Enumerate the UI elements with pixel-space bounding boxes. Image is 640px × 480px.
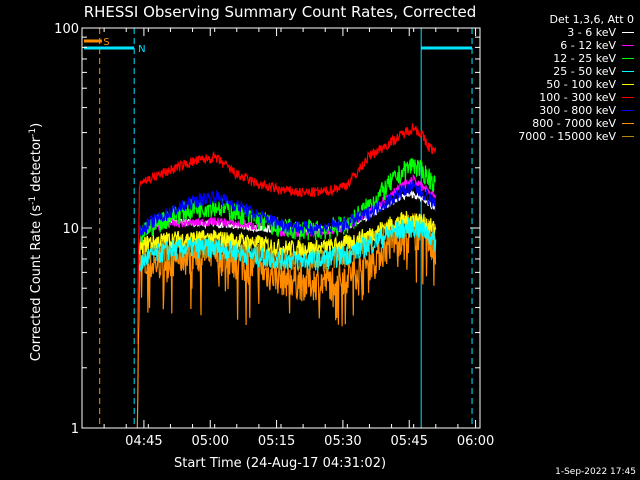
x-axis-ticks: 04:45 05:00 05:15 05:30 05:45 06:00 <box>81 28 494 449</box>
legend-entry-swatch <box>622 71 634 72</box>
legend-entry-swatch <box>622 32 634 33</box>
x-tick-label: 05:15 <box>258 434 295 449</box>
legend-entry: 25 - 50 keV <box>486 65 634 78</box>
legend-entry-swatch <box>622 123 634 124</box>
legend-entry-swatch <box>622 84 634 85</box>
legend: Det 1,3,6, Att 0 3 - 6 keV 6 - 12 keV 12 -… <box>486 12 634 143</box>
legend-entry-swatch <box>622 97 634 98</box>
series-group <box>136 123 437 429</box>
y-axis-label-exponent-1: -1 <box>28 196 38 205</box>
y-tick-label: 1 <box>71 422 79 437</box>
x-tick-label: 05:00 <box>192 434 229 449</box>
y-axis-label-end: ) <box>29 123 44 128</box>
legend-entry-label: 12 - 25 keV <box>553 52 616 65</box>
legend-entry-label: 50 - 100 keV <box>546 78 616 91</box>
legend-entry-label: 300 - 800 keV <box>539 104 616 117</box>
legend-title-text: Det 1,3,6, Att 0 <box>549 12 634 26</box>
y-tick-label: 100 <box>54 22 79 37</box>
y-axis-ticks: 1 10 100 <box>54 22 480 437</box>
y-axis-label-exponent-2: -1 <box>28 128 38 137</box>
legend-entry-swatch <box>622 136 634 137</box>
x-tick-label: 05:45 <box>391 434 428 449</box>
x-tick-label: 04:45 <box>125 434 162 449</box>
n-marker-label: N <box>138 44 145 55</box>
y-axis-label: Corrected Count Rate (s-1 detector-1) <box>28 123 44 361</box>
legend-entry: 7000 - 15000 keV <box>486 130 634 143</box>
legend-entry: 12 - 25 keV <box>486 52 634 65</box>
legend-entry-label: 100 - 300 keV <box>539 91 616 104</box>
legend-title: Det 1,3,6, Att 0 <box>486 12 634 26</box>
x-axis-label: Start Time (24-Aug-17 04:31:02) <box>174 456 386 471</box>
legend-entry: 100 - 300 keV <box>486 91 634 104</box>
legend-entry-label: 25 - 50 keV <box>553 65 616 78</box>
legend-entry: 6 - 12 keV <box>486 39 634 52</box>
legend-entry-label: 6 - 12 keV <box>560 39 616 52</box>
legend-entry-label: 3 - 6 keV <box>567 26 616 39</box>
series-line-800-7000-kev <box>136 215 437 429</box>
legend-entry: 3 - 6 keV <box>486 26 634 39</box>
y-tick-label: 10 <box>62 222 79 237</box>
series-line-100-300-kev <box>136 123 437 345</box>
legend-entry: 50 - 100 keV <box>486 78 634 91</box>
y-axis-label-mid: detector <box>29 136 44 196</box>
series-line-25-50-kev <box>138 217 437 273</box>
legend-entry-swatch <box>622 45 634 46</box>
legend-entries: 3 - 6 keV 6 - 12 keV 12 - 25 keV 25 - 50 ke… <box>486 26 634 143</box>
s-marker-label: S <box>103 37 109 48</box>
legend-entry: 800 - 7000 keV <box>486 117 634 130</box>
y-axis-label-main: Corrected Count Rate (s <box>29 205 44 362</box>
series-line-300-800-kev <box>138 180 437 237</box>
legend-entry-label: 800 - 7000 keV <box>532 117 616 130</box>
chart-title: RHESSI Observing Summary Count Rates, Co… <box>84 3 477 21</box>
legend-entry-swatch <box>622 110 634 111</box>
x-tick-label: 05:30 <box>324 434 361 449</box>
render-timestamp: 1-Sep-2022 17:45 <box>555 467 636 477</box>
legend-entry-swatch <box>622 58 634 59</box>
legend-entry: 300 - 800 keV <box>486 104 634 117</box>
legend-entry-label: 7000 - 15000 keV <box>518 130 616 143</box>
x-tick-label: 06:00 <box>457 434 494 449</box>
